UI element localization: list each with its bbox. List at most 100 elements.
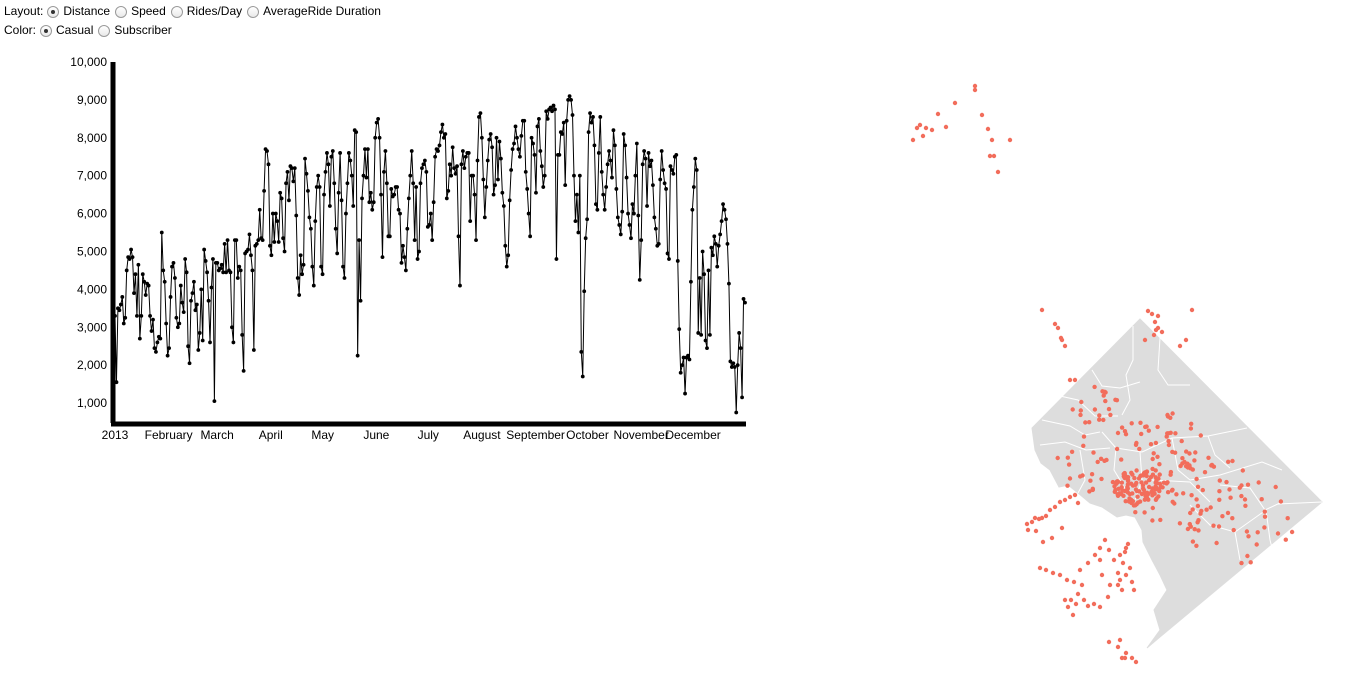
color-option-label: Casual (56, 23, 94, 37)
data-point (203, 259, 208, 263)
data-point (557, 152, 562, 157)
data-point (564, 118, 569, 123)
data-point (633, 173, 638, 178)
data-point (553, 107, 557, 112)
neighborhood-border (1134, 451, 1143, 501)
station-dot (1037, 565, 1043, 571)
y-tick-label: 1,000 (77, 396, 107, 410)
x-tick-label: March (200, 428, 233, 442)
station-dot (910, 137, 916, 143)
station-dot (952, 100, 958, 106)
data-point (594, 202, 598, 207)
data-point (453, 171, 458, 176)
data-point (374, 120, 379, 125)
layout-radio-rides-per-day[interactable] (170, 5, 183, 18)
station-dot (923, 125, 929, 131)
data-point (177, 321, 182, 326)
layout-radio-speed[interactable] (115, 5, 128, 18)
data-point (218, 266, 223, 271)
data-point (272, 240, 277, 244)
station-dot (1255, 530, 1260, 535)
layout-radio-distance[interactable] (47, 5, 60, 18)
data-point (632, 211, 636, 216)
data-point (403, 268, 408, 273)
color-option-casual[interactable]: Casual (40, 21, 93, 40)
station-dot (1089, 472, 1095, 477)
data-point (740, 395, 744, 400)
color-option-subscriber[interactable]: Subscriber (98, 21, 172, 40)
data-point (376, 116, 381, 121)
data-point (479, 135, 484, 140)
station-dot (1230, 458, 1235, 464)
data-point (427, 223, 432, 227)
data-point (496, 177, 500, 182)
station-dot (1088, 478, 1093, 483)
data-point (516, 147, 521, 152)
layout-option-average-ride-duration[interactable]: AverageRide Duration (247, 2, 381, 21)
station-dot (1179, 438, 1184, 444)
station-dot (1091, 601, 1097, 607)
station-dot (1129, 421, 1134, 426)
station-dot (1226, 459, 1231, 464)
data-point (665, 251, 670, 256)
station-dot (1123, 545, 1129, 551)
data-point (620, 209, 625, 214)
station-dot (1059, 525, 1065, 531)
layout-option-speed[interactable]: Speed (115, 2, 166, 21)
station-dot (1285, 516, 1290, 521)
station-dot (1262, 514, 1268, 519)
station-dot (1052, 504, 1058, 510)
x-tick-label: November (613, 428, 668, 442)
data-point (703, 338, 708, 343)
station-dot (1097, 545, 1103, 551)
station-dot (1064, 577, 1070, 583)
station-dot (1130, 499, 1136, 504)
station-dot (1152, 319, 1158, 325)
neighborhood-border (1041, 419, 1101, 436)
data-point (358, 298, 363, 303)
color-option-label: Subscriber (114, 23, 172, 37)
data-point (387, 234, 392, 239)
station-dot (1169, 488, 1175, 493)
district-land (1031, 318, 1323, 649)
data-point (455, 164, 459, 169)
color-radio-subscriber[interactable] (98, 24, 111, 37)
data-point (728, 359, 733, 364)
district-map (1031, 318, 1323, 649)
station-dot (935, 111, 941, 117)
color-radio-casual[interactable] (40, 24, 53, 37)
station-dot (1129, 481, 1134, 486)
data-point (664, 187, 668, 191)
data-point (585, 217, 590, 222)
layout-option-distance[interactable]: Distance (47, 2, 110, 21)
layout-option-rides-per-day[interactable]: Rides/Day (170, 2, 242, 21)
data-point (678, 370, 683, 375)
station-dot (1192, 458, 1197, 463)
station-dot (1189, 493, 1194, 498)
station-dot (1077, 567, 1083, 573)
data-point (715, 264, 720, 269)
data-point (165, 353, 170, 358)
data-point (443, 132, 448, 136)
data-point (348, 158, 353, 163)
data-point (487, 137, 492, 142)
station-dot (1117, 577, 1123, 583)
layout-label: Layout: (4, 4, 44, 18)
data-point (534, 190, 538, 195)
station-dot (1209, 462, 1215, 468)
data-point (618, 232, 623, 237)
station-dot (1133, 503, 1138, 508)
station-dot (1055, 325, 1061, 331)
data-point (629, 236, 633, 241)
station-dot (1157, 472, 1162, 477)
data-point (241, 368, 246, 373)
x-tick-label: December (665, 428, 720, 442)
data-point (422, 158, 427, 163)
data-point (580, 374, 585, 379)
layout-radio-average-ride-duration[interactable] (247, 5, 260, 18)
data-point (710, 253, 715, 258)
data-point (228, 270, 233, 275)
station-dot (1102, 537, 1108, 543)
data-point (200, 338, 205, 343)
station-dot (1133, 510, 1138, 515)
